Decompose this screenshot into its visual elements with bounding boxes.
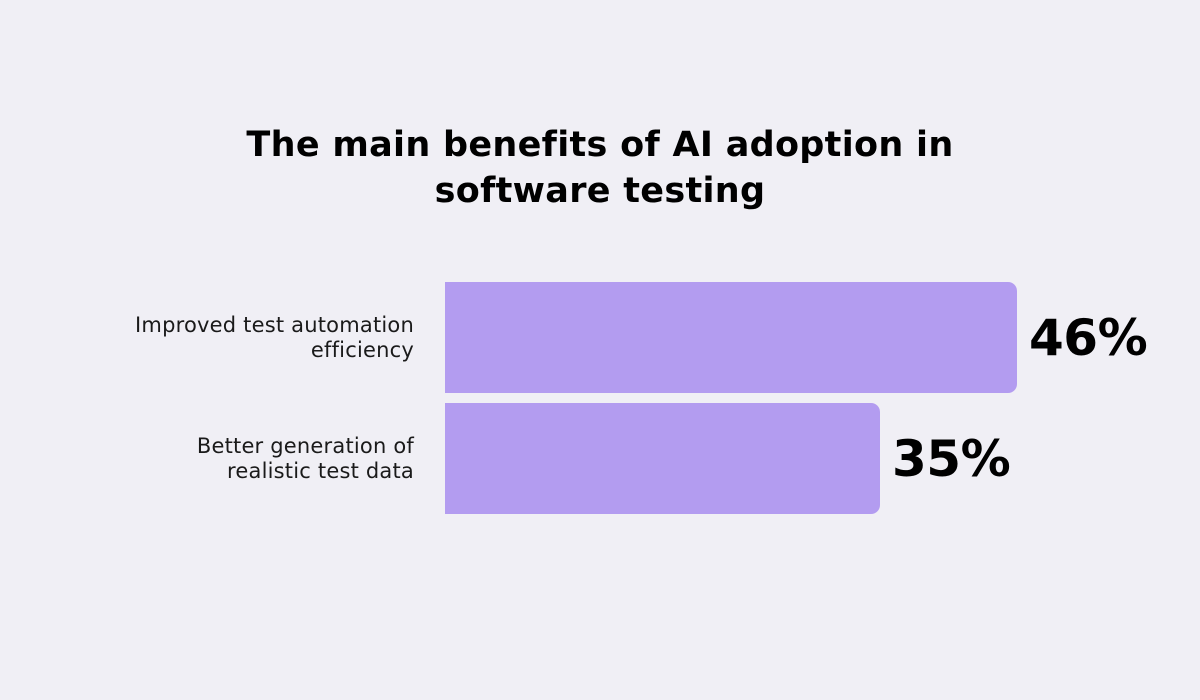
category-label-line: efficiency	[310, 337, 414, 362]
value-label: 35%	[892, 429, 1011, 488]
bar	[445, 282, 1017, 393]
category-label-line: Improved test automation	[135, 312, 414, 337]
category-label: Better generation of realistic test data	[34, 403, 414, 514]
bar-row: Improved test automation efficiency 46%	[0, 282, 1200, 393]
bar-row: Better generation of realistic test data 3…	[0, 403, 1200, 514]
category-label-line: Better generation of	[196, 433, 414, 458]
bar	[445, 403, 880, 514]
category-label: Improved test automation efficiency	[34, 282, 414, 393]
category-label-line: realistic test data	[227, 458, 414, 483]
value-label: 46%	[1029, 308, 1148, 367]
chart-title: The main benefits of AI adoption in soft…	[246, 125, 954, 211]
